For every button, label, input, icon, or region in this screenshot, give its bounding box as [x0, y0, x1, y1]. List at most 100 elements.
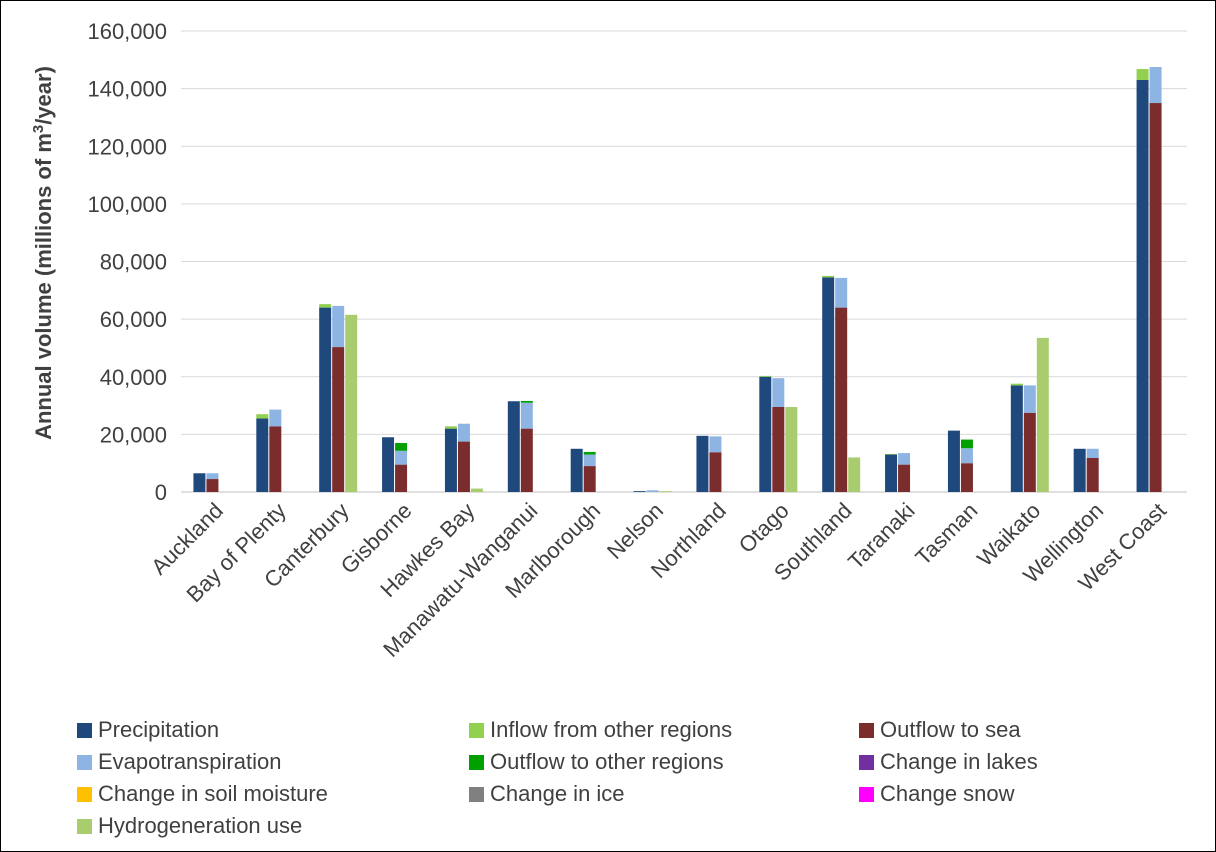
y-tick-label: 40,000: [100, 365, 167, 390]
legend: Precipitation Inflow from other regions Ou…: [77, 715, 1197, 841]
bar-segment: [822, 277, 835, 492]
bar-segment: [1086, 458, 1099, 492]
y-axis-title-end: /year): [31, 66, 56, 125]
bar-segment: [785, 407, 798, 492]
bar-segment: [444, 428, 457, 492]
bar-segment: [960, 439, 973, 449]
bar-segment: [960, 463, 973, 492]
bar-segment: [583, 466, 596, 492]
legend-swatch: [469, 786, 484, 802]
bar-segment: [269, 409, 282, 427]
legend-item: Precipitation: [77, 715, 469, 745]
category-label: Otago: [734, 498, 794, 558]
bar-segment: [822, 275, 835, 278]
bar-segment: [1023, 385, 1036, 413]
bar-segment: [206, 479, 219, 492]
category-label: Tasman: [910, 498, 982, 570]
bar-segment: [345, 314, 358, 492]
category-label: Taranaki: [843, 498, 919, 574]
bar-segment: [444, 426, 457, 429]
bar-segment: [709, 436, 722, 453]
bar-segment: [1010, 385, 1023, 492]
bar-segment: [1136, 69, 1149, 80]
legend-swatch: [77, 722, 92, 738]
bar-segment: [1149, 67, 1162, 104]
gridlines: [181, 30, 1187, 493]
bar-segment: [507, 401, 520, 492]
legend-label: Change in soil moisture: [98, 781, 328, 806]
legend-label: Outflow to sea: [880, 717, 1021, 742]
y-axis-title-main: Annual volume (millions of m: [31, 133, 56, 440]
bar-segment: [470, 488, 483, 492]
legend-item: Outflow to other regions: [469, 747, 859, 777]
bar-segment: [269, 426, 282, 492]
bars: [193, 67, 1162, 492]
y-tick-label: 80,000: [100, 250, 167, 275]
bar-segment: [848, 457, 861, 492]
bar-segment: [520, 428, 533, 492]
y-tick-label: 100,000: [87, 192, 167, 217]
legend-label: Change in ice: [490, 781, 625, 806]
y-tick-label: 60,000: [100, 307, 167, 332]
y-tick-label: 140,000: [87, 77, 167, 102]
bar-segment: [395, 450, 408, 465]
legend-label: Precipitation: [98, 717, 220, 742]
bar-segment: [193, 473, 206, 492]
bar-segment: [520, 400, 533, 403]
bar-segment: [256, 414, 269, 419]
y-tick-label: 160,000: [87, 19, 167, 44]
y-tick-label: 0: [155, 480, 167, 505]
bar-segment: [709, 452, 722, 492]
legend-label: Evapotranspiration: [98, 749, 282, 774]
bar-segment: [759, 375, 772, 377]
legend-label: Change snow: [880, 781, 1015, 806]
bar-segment: [646, 490, 659, 492]
bar-segment: [659, 491, 672, 492]
legend-label: Outflow to other regions: [490, 749, 724, 774]
bar-segment: [772, 407, 785, 492]
bar-segment: [772, 378, 785, 408]
bar-segment: [1010, 383, 1023, 386]
y-tick-label: 20,000: [100, 422, 167, 447]
legend-swatch: [859, 722, 874, 738]
bar-segment: [319, 307, 332, 492]
bar-segment: [1086, 448, 1099, 459]
legend-item: Change in soil moisture: [77, 779, 469, 809]
bar-segment: [256, 418, 269, 492]
bar-segment: [1073, 448, 1086, 492]
legend-item: Inflow from other regions: [469, 715, 859, 745]
bar-segment: [395, 464, 408, 492]
bar-segment: [835, 307, 848, 492]
bar-segment: [520, 402, 533, 429]
y-axis-title-superscript: 3: [30, 125, 47, 133]
bar-segment: [960, 448, 973, 464]
legend-label: Inflow from other regions: [490, 717, 733, 742]
legend-label: Change in lakes: [880, 749, 1038, 774]
legend-item: Evapotranspiration: [77, 747, 469, 777]
legend-item: Hydrogeneration use: [77, 811, 469, 841]
bar-segment: [1036, 337, 1049, 492]
bar-segment: [583, 454, 596, 467]
bar-segment: [898, 464, 911, 492]
y-tick-label: 120,000: [87, 134, 167, 159]
bar-segment: [332, 305, 345, 348]
bar-segment: [633, 491, 646, 492]
bar-segment: [457, 441, 470, 492]
bar-segment: [947, 430, 960, 492]
legend-item: Change snow: [859, 779, 1189, 809]
legend-swatch: [469, 754, 484, 770]
legend-swatch: [77, 786, 92, 802]
bar-segment: [457, 423, 470, 442]
bar-segment: [1023, 412, 1036, 492]
bar-segment: [898, 453, 911, 465]
bar-segment: [395, 443, 408, 451]
legend-item: Change in ice: [469, 779, 859, 809]
legend-swatch: [77, 754, 92, 770]
bar-segment: [885, 453, 898, 455]
legend-swatch: [859, 754, 874, 770]
legend-item: Change in lakes: [859, 747, 1189, 777]
bar-segment: [759, 376, 772, 492]
